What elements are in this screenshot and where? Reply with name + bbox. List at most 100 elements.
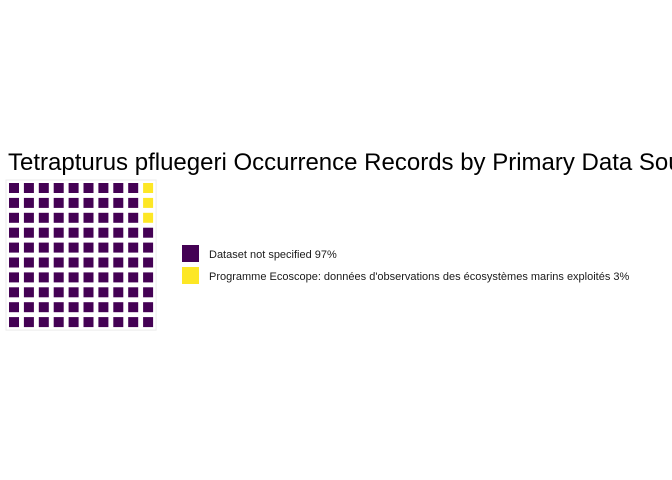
- waffle-cell: [83, 183, 94, 193]
- waffle-cell: [128, 227, 139, 238]
- legend-key-programme-ecoscope: [182, 267, 199, 284]
- waffle-cell: [98, 183, 109, 193]
- waffle-cell: [143, 317, 154, 328]
- waffle-cell: [38, 212, 49, 223]
- waffle-cell: [113, 212, 124, 223]
- waffle-cell: [143, 227, 154, 238]
- waffle-cell: [143, 197, 154, 208]
- waffle-cell: [9, 287, 19, 298]
- waffle-cell: [98, 257, 109, 268]
- waffle-cell: [23, 183, 34, 193]
- waffle-cell: [68, 212, 79, 223]
- waffle-panel-border: [5, 179, 157, 331]
- waffle-cell: [113, 317, 124, 328]
- waffle-cell: [68, 257, 79, 268]
- waffle-cell: [9, 212, 19, 223]
- waffle-cell: [83, 257, 94, 268]
- waffle-cell: [113, 197, 124, 208]
- waffle-cell: [83, 317, 94, 328]
- waffle-cell: [53, 257, 64, 268]
- waffle-cell: [23, 197, 34, 208]
- waffle-cell: [23, 257, 34, 268]
- waffle-cell: [23, 287, 34, 298]
- waffle-cell: [68, 272, 79, 283]
- waffle-cell: [98, 212, 109, 223]
- waffle-cell: [38, 183, 49, 193]
- waffle-cell: [113, 257, 124, 268]
- waffle-cell: [9, 242, 19, 253]
- waffle-cell: [23, 317, 34, 328]
- legend-label-dataset-not-specified: Dataset not specified 97%: [209, 249, 337, 261]
- waffle-cell: [53, 212, 64, 223]
- waffle-cell: [113, 227, 124, 238]
- waffle-cell: [9, 317, 19, 328]
- waffle-cell: [113, 183, 124, 193]
- waffle-cell: [98, 197, 109, 208]
- waffle-cell: [23, 302, 34, 313]
- waffle-cell: [143, 183, 154, 193]
- waffle-cell: [83, 302, 94, 313]
- legend-label-programme-ecoscope: Programme Ecoscope: données d'observatio…: [209, 271, 630, 283]
- waffle-cell: [38, 272, 49, 283]
- waffle-cell: [98, 317, 109, 328]
- waffle-cell: [9, 197, 19, 208]
- waffle-cell: [128, 242, 139, 253]
- waffle-cell: [38, 227, 49, 238]
- waffle-cell: [98, 242, 109, 253]
- waffle-cell: [83, 287, 94, 298]
- legend: Dataset not specified 97% Programme Ecos…: [182, 245, 630, 284]
- waffle-cell: [38, 317, 49, 328]
- waffle-cell: [113, 302, 124, 313]
- waffle-grid: [5, 179, 157, 331]
- waffle-cell: [98, 302, 109, 313]
- waffle-cell: [9, 257, 19, 268]
- waffle-cell: [128, 197, 139, 208]
- waffle-cell: [68, 242, 79, 253]
- waffle-cell: [128, 183, 139, 193]
- legend-key-dataset-not-specified: [182, 245, 199, 262]
- chart-title: Tetrapturus pfluegeri Occurrence Records…: [8, 149, 672, 176]
- waffle-cell: [128, 257, 139, 268]
- waffle-cell: [23, 212, 34, 223]
- waffle-cell: [53, 227, 64, 238]
- waffle-cell: [98, 272, 109, 283]
- waffle-cell: [83, 197, 94, 208]
- waffle-cell: [68, 287, 79, 298]
- waffle-cell: [128, 212, 139, 223]
- waffle-cell: [38, 242, 49, 253]
- waffle-cell: [83, 272, 94, 283]
- waffle-cell: [113, 272, 124, 283]
- waffle-cell: [23, 227, 34, 238]
- waffle-cell: [23, 242, 34, 253]
- waffle-cell: [53, 287, 64, 298]
- waffle-cell: [53, 242, 64, 253]
- waffle-cell: [68, 197, 79, 208]
- waffle-cell: [9, 272, 19, 283]
- waffle-cell: [38, 302, 49, 313]
- waffle-cell: [143, 287, 154, 298]
- waffle-cell: [128, 287, 139, 298]
- waffle-cell: [68, 302, 79, 313]
- waffle-cell: [128, 317, 139, 328]
- waffle-cell: [53, 272, 64, 283]
- waffle-cell: [53, 197, 64, 208]
- waffle-cell: [143, 302, 154, 313]
- waffle-cell: [53, 302, 64, 313]
- waffle-cell: [9, 227, 19, 238]
- waffle-cell: [113, 242, 124, 253]
- waffle-cell: [38, 197, 49, 208]
- waffle-cell: [68, 317, 79, 328]
- waffle-cell: [143, 272, 154, 283]
- waffle-cell: [83, 227, 94, 238]
- waffle-cell: [53, 317, 64, 328]
- waffle-cell: [128, 302, 139, 313]
- waffle-cell: [38, 257, 49, 268]
- waffle-cell: [53, 183, 64, 193]
- waffle-cell: [143, 212, 154, 223]
- waffle-cell: [143, 257, 154, 268]
- waffle-cell: [9, 183, 19, 193]
- waffle-cell: [98, 227, 109, 238]
- waffle-cell: [98, 287, 109, 298]
- waffle-cell: [143, 242, 154, 253]
